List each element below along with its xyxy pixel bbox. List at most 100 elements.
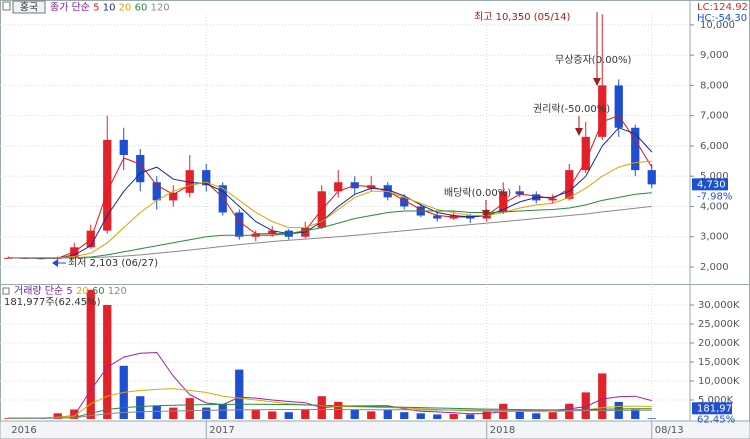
volume-bar (367, 411, 376, 419)
annotation: 무상증자(0.00%) (555, 54, 631, 66)
change-label: -7.98% (697, 191, 732, 202)
legend-entry: 20 (119, 3, 132, 14)
volume-bar (598, 373, 607, 419)
lc-label: LC:124.92 (697, 2, 748, 13)
volume-bar (334, 401, 343, 419)
candle-body (119, 139, 128, 156)
legend-entry: 60 (135, 3, 148, 14)
x-tick-label: 2017 (209, 425, 234, 436)
volume-bar (70, 409, 79, 419)
y-tick-label: 9,000 (700, 50, 729, 61)
volume-bar (218, 403, 227, 419)
hc-label: HC:-54.30 (697, 13, 747, 24)
volume-bar (631, 409, 640, 419)
candle-body (152, 182, 161, 201)
legend-entry: 거래량 단순 (14, 285, 63, 297)
annotation: 배당락(0.00%) (444, 187, 511, 199)
y-tick-label: 4,000 (700, 201, 729, 212)
candle-body (4, 257, 13, 259)
volume-bar (169, 407, 178, 419)
ratio-label: 62.45% (697, 414, 735, 425)
volume-bar (416, 413, 425, 419)
candle-body (169, 192, 178, 201)
volume-bar (202, 407, 211, 419)
y-tick-label: 10,000 (700, 20, 735, 31)
volume-bar (581, 392, 590, 419)
volume-bar (268, 411, 277, 419)
ma-line (8, 205, 652, 259)
volume-bar (647, 418, 656, 419)
volume-info: 181,977주(62.45%) (4, 297, 101, 308)
volume-bar (86, 289, 95, 419)
candle-body (334, 182, 343, 192)
ma-line (8, 192, 652, 259)
ma-line (8, 388, 652, 419)
ma-line (8, 160, 652, 259)
candle-body (565, 170, 574, 199)
candle-body (647, 170, 656, 185)
volume-bar (185, 398, 194, 419)
x-tick-label: 08/13 (655, 425, 684, 436)
candle-body (548, 198, 557, 201)
volume-bar (103, 304, 112, 419)
candle-body (581, 136, 590, 171)
x-tick-label: 2016 (11, 425, 36, 436)
legend-entry: 5 (66, 286, 72, 297)
candle-body (136, 155, 145, 183)
y-tick-label: 30,000K (698, 300, 740, 311)
volume-bar (449, 414, 458, 419)
arrow-head (482, 210, 490, 218)
volume-bar (383, 409, 392, 419)
y-tick-label: 10,000K (698, 376, 740, 387)
annotation: 권리락(-50.00%) (533, 103, 610, 115)
y-tick-label: 15,000K (698, 357, 740, 368)
candle-body (202, 170, 211, 186)
candle-body (218, 185, 227, 213)
candle-body (499, 191, 508, 213)
arrow-head (575, 128, 583, 136)
volume-bar (136, 396, 145, 419)
y-tick-label: 6,000 (700, 141, 729, 152)
volume-bar (4, 418, 13, 419)
annotation: 최고 10,350 (05/14) (474, 11, 570, 23)
volume-bar (301, 409, 310, 419)
candle-body (70, 247, 79, 258)
arrow-head (593, 78, 601, 86)
ma-line (8, 127, 653, 259)
legend-entry: 120 (108, 286, 127, 297)
candle-body (103, 139, 112, 231)
arrow-head (52, 259, 58, 267)
volume-bar (284, 412, 293, 419)
price-tag (692, 178, 728, 191)
volume-bar (532, 413, 541, 419)
stock-button[interactable] (12, 0, 46, 14)
legend-entry: 10 (103, 3, 116, 14)
y-tick-label: 5,000 (700, 171, 729, 182)
volume-bar (548, 412, 557, 419)
y-tick-label: 20,000K (698, 338, 740, 349)
ma-line (8, 409, 652, 419)
x-tick-label: 2018 (490, 425, 515, 436)
candle-body (400, 197, 409, 207)
x-axis-bar (0, 420, 750, 439)
legend-entry: 20 (76, 286, 89, 297)
volume-bar (482, 411, 491, 419)
legend-entry: 5 (93, 3, 99, 14)
candle-body (235, 212, 244, 237)
stock-button-label[interactable]: 홍국 (20, 1, 38, 14)
volume-bar (466, 414, 475, 419)
y-tick-label: 25,000K (698, 319, 740, 330)
y-tick-label: 2,000 (700, 262, 729, 273)
volume-bar (251, 409, 260, 419)
annotations: 최고 10,350 (05/14) 무상증자(0.00%) 권리락(-50.00… (52, 11, 631, 269)
legend: 거래량 단순 5 20 60 120 (14, 285, 127, 297)
legend-entry: 60 (92, 286, 105, 297)
candle-body (631, 127, 640, 171)
volume-tag-label: 181,977 (697, 403, 738, 414)
icon (2, 1, 11, 11)
volume-tag (692, 402, 732, 415)
icon (2, 287, 10, 295)
volume-bar (400, 412, 409, 419)
